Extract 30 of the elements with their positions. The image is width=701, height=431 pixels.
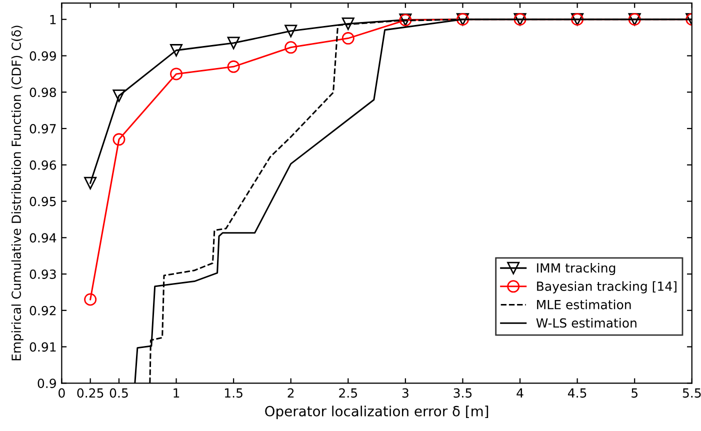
y-tick-label: 0.99 [30,51,56,61]
y-tick-label: 0.98 [30,88,56,98]
x-tick-label: 1 [174,388,180,398]
x-tick-label: 1.5 [224,388,242,398]
y-tick-label: 0.96 [30,160,56,170]
x-tick-label: 5 [632,388,638,398]
y-tick-label: 0.92 [30,306,56,316]
x-axis-title: Operator localization error δ [m] [265,406,488,420]
legend-label: IMM tracking [537,262,616,276]
legend-label: MLE estimation [537,300,631,310]
x-tick-label: 5.5 [682,388,701,398]
legend-label: W-LS estimation [536,318,636,328]
y-axis-title: Empirical Cumulative Distribution Function (CDF) C(δ) [11,26,24,360]
y-tick-label: 0.93 [30,270,56,279]
legend-label: Bayesian tracking [14] [537,281,676,294]
x-tick-label: 2.5 [339,388,357,398]
x-tick-label: 0.5 [110,388,128,398]
x-tick-label: 3.5 [454,388,472,398]
y-tick-label: 0.95 [30,196,56,206]
y-tick-label: 0.9 [38,378,56,388]
y-tick-label: 0.91 [30,342,56,352]
x-tick-label: 2 [288,388,294,398]
x-tick-label: 3 [402,388,408,398]
y-tick-label: 1 [50,15,56,24]
y-tick-label: 0.97 [30,124,56,134]
x-tick-label: 0 [58,388,65,398]
x-tick-label: 0.25 [77,388,104,398]
x-tick-label: 4.5 [568,388,586,398]
y-tick-label: 0.94 [30,233,56,243]
x-tick-label: 4 [516,388,524,398]
